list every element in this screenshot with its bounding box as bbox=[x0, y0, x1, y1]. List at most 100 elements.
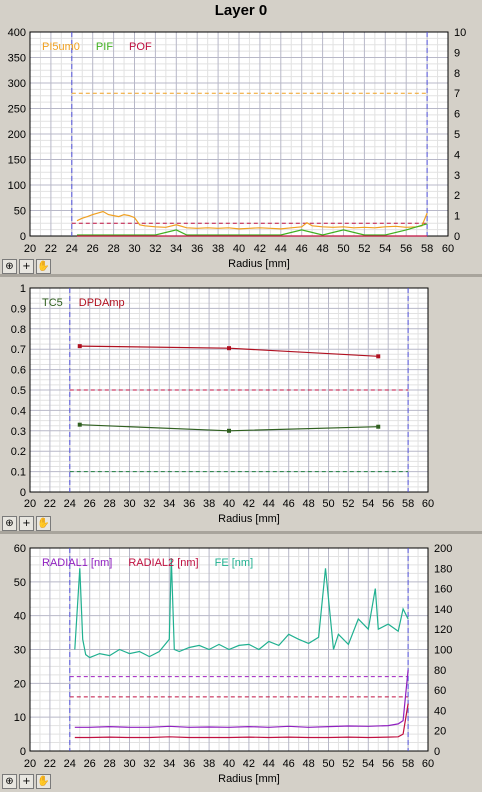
y-tick-label: 0.3 bbox=[11, 426, 26, 438]
x-tick-label: 50 bbox=[322, 758, 334, 770]
x-tick-label: 58 bbox=[402, 758, 414, 770]
series-line-3 bbox=[74, 558, 409, 659]
x-tick-label: 32 bbox=[143, 758, 155, 770]
x-tick-label: 24 bbox=[64, 758, 76, 770]
x-tick-label: 54 bbox=[362, 498, 374, 510]
x-tick-label: 28 bbox=[107, 243, 119, 255]
hand-pan-icon[interactable]: ✋ bbox=[36, 259, 51, 274]
hand-pan-icon[interactable]: ✋ bbox=[36, 516, 51, 531]
x-tick-label: 34 bbox=[163, 498, 175, 510]
x-tick-label: 44 bbox=[263, 758, 275, 770]
zoom-icon[interactable]: ⊕ bbox=[2, 516, 17, 531]
y-tick-label: 20 bbox=[14, 678, 26, 690]
y2-tick-label: 9 bbox=[454, 47, 460, 59]
x-tick-label: 22 bbox=[45, 243, 57, 255]
y2-tick-label: 80 bbox=[434, 665, 446, 677]
x-tick-label: 30 bbox=[128, 243, 140, 255]
x-tick-label: 22 bbox=[44, 758, 56, 770]
x-tick-label: 30 bbox=[123, 498, 135, 510]
x-tick-label: 24 bbox=[64, 498, 76, 510]
legend-entry-1: TC5 bbox=[42, 297, 63, 309]
chart-panel-1: 20 22 24 26 28 30 32 34 36 38 40 42 44 46 48 50 52 54 56 58… bbox=[0, 22, 482, 274]
chart-panel-3: 20 22 24 26 28 30 32 34 36 38 40 42 44 46 48 50 52 54 56 58… bbox=[0, 534, 482, 792]
zoom-icon[interactable]: ⊕ bbox=[2, 259, 17, 274]
window-title: Layer 0 bbox=[214, 2, 268, 19]
x-tick-label: 24 bbox=[66, 243, 78, 255]
y-tick-label: 0 bbox=[20, 746, 26, 758]
x-tick-label: 28 bbox=[103, 498, 115, 510]
y-tick-label: 50 bbox=[14, 577, 26, 589]
x-tick-label: 44 bbox=[275, 243, 287, 255]
panel-divider-2[interactable] bbox=[0, 531, 482, 534]
x-tick-label: 58 bbox=[402, 498, 414, 510]
crosshair-icon[interactable]: + bbox=[19, 516, 34, 531]
x-tick-label: 58 bbox=[421, 243, 433, 255]
chart-3-toolbar: ⊕ + ✋ bbox=[2, 774, 51, 790]
x-tick-label: 56 bbox=[382, 758, 394, 770]
x-tick-label: 60 bbox=[422, 758, 434, 770]
y2-tick-label: 6 bbox=[454, 109, 460, 121]
y-tick-label: 0.6 bbox=[11, 365, 26, 377]
chart-panel-2: 20 22 24 26 28 30 32 34 36 38 40 42 44 46 48 50 52 54 56 58… bbox=[0, 277, 482, 531]
legend-entry-2: PIF bbox=[96, 41, 113, 53]
x-tick-label: 50 bbox=[322, 498, 334, 510]
x-tick-label: 38 bbox=[203, 498, 215, 510]
x-tick-label: 40 bbox=[223, 758, 235, 770]
series-line-2 bbox=[77, 223, 428, 236]
y2-tick-label: 1 bbox=[454, 211, 460, 223]
crosshair-icon[interactable]: + bbox=[19, 259, 34, 274]
y2-tick-label: 5 bbox=[454, 129, 460, 141]
y-tick-label: 0.8 bbox=[11, 324, 26, 336]
x-tick-label: 44 bbox=[263, 498, 275, 510]
x-tick-label: 34 bbox=[163, 758, 175, 770]
data-point bbox=[77, 344, 82, 349]
x-tick-label: 32 bbox=[143, 498, 155, 510]
y2-tick-label: 100 bbox=[434, 645, 452, 657]
y-tick-label: 0.5 bbox=[11, 385, 26, 397]
x-tick-label: 20 bbox=[24, 243, 36, 255]
x-tick-label: 46 bbox=[283, 758, 295, 770]
legend-entry-2: RADIAL2 [nm] bbox=[128, 557, 198, 569]
y-tick-label: 300 bbox=[8, 78, 26, 90]
y-tick-label: 30 bbox=[14, 645, 26, 657]
y2-tick-label: 60 bbox=[434, 685, 446, 697]
x-tick-label: 42 bbox=[243, 498, 255, 510]
hand-pan-icon[interactable]: ✋ bbox=[36, 774, 51, 789]
y-tick-label: 350 bbox=[8, 53, 26, 65]
x-tick-label: 48 bbox=[302, 758, 314, 770]
x-tick-label: 52 bbox=[358, 243, 370, 255]
y-tick-label: 0.9 bbox=[11, 303, 26, 315]
series-line-1 bbox=[76, 210, 428, 230]
x-tick-label: 60 bbox=[442, 243, 454, 255]
zoom-icon[interactable]: ⊕ bbox=[2, 774, 17, 789]
y2-tick-label: 160 bbox=[434, 584, 452, 596]
crosshair-icon[interactable]: + bbox=[19, 774, 34, 789]
data-point bbox=[77, 422, 82, 427]
panel-divider-1[interactable] bbox=[0, 274, 482, 277]
y2-tick-label: 7 bbox=[454, 88, 460, 100]
legend-entry-3: FE [nm] bbox=[215, 557, 254, 569]
chart-2-toolbar: ⊕ + ✋ bbox=[2, 516, 51, 532]
y2-tick-label: 0 bbox=[434, 746, 440, 758]
x-tick-label: 56 bbox=[382, 498, 394, 510]
plot-frame bbox=[29, 547, 429, 752]
x-axis-label: Radius [mm] bbox=[228, 258, 290, 270]
x-tick-label: 20 bbox=[24, 498, 36, 510]
series-line-1 bbox=[74, 669, 409, 728]
x-tick-label: 56 bbox=[400, 243, 412, 255]
y-tick-label: 250 bbox=[8, 104, 26, 116]
x-tick-label: 28 bbox=[103, 758, 115, 770]
data-point bbox=[227, 428, 231, 433]
x-tick-label: 20 bbox=[24, 758, 36, 770]
x-tick-label: 36 bbox=[183, 498, 195, 510]
y2-tick-label: 8 bbox=[454, 68, 460, 80]
y-tick-label: 150 bbox=[8, 155, 26, 167]
x-tick-label: 46 bbox=[296, 243, 308, 255]
y-tick-label: 50 bbox=[14, 206, 26, 218]
y-tick-label: 100 bbox=[8, 180, 26, 192]
plot-frame bbox=[29, 287, 429, 493]
legend-entry-3: POF bbox=[129, 41, 152, 53]
x-tick-label: 52 bbox=[342, 758, 354, 770]
x-tick-label: 48 bbox=[316, 243, 328, 255]
y-tick-label: 0.4 bbox=[11, 405, 26, 417]
